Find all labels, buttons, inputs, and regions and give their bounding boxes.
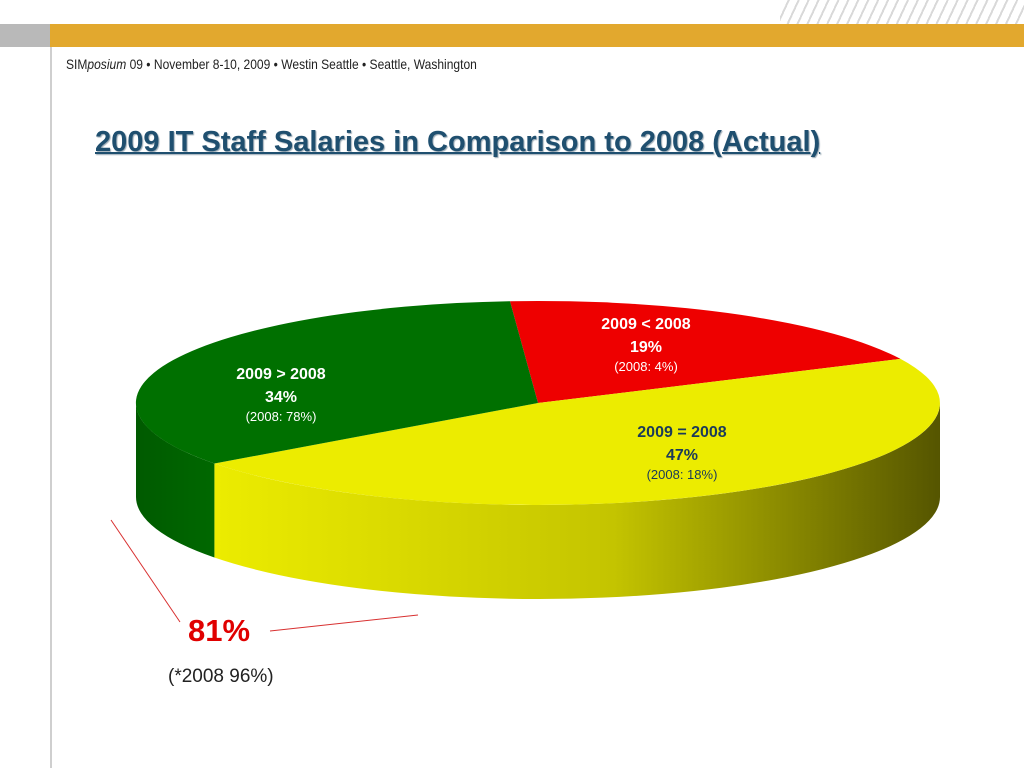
pie-slice-2009-2008 <box>135 301 538 464</box>
label-2009-2008: 2009 > 2008 34% (2008: 78%) <box>236 366 326 424</box>
pie-slice-2009-2008 <box>214 358 940 505</box>
decorative-hatch <box>780 0 1024 24</box>
slice-label: 2009 < 2008 <box>601 316 691 333</box>
callout-line-right <box>269 614 419 632</box>
slice-note: (2008: 18%) <box>647 467 718 482</box>
label-2009-2008: 2009 < 2008 19% (2008: 4%) <box>601 316 691 374</box>
pie-labels: 2009 < 2008 19% (2008: 4%) 2009 = 2008 47% (2… <box>236 316 727 482</box>
conference-italic: posium <box>87 56 127 72</box>
conference-details: 09 • November 8-10, 2009 • Westin Seattl… <box>126 56 477 72</box>
slice-value: 34% <box>265 389 297 406</box>
slice-value: 19% <box>630 339 662 356</box>
slide-title: 2009 IT Staff Salaries in Comparison to … <box>95 126 821 158</box>
label-2009-2008: 2009 = 2008 47% (2008: 18%) <box>637 424 727 482</box>
slice-value: 47% <box>666 447 698 464</box>
pie-side-2009-2008 <box>136 403 215 558</box>
slice-note: (2008: 78%) <box>246 409 317 424</box>
conference-prefix: SIM <box>66 56 88 72</box>
header-band <box>0 24 1024 47</box>
pie-slices <box>135 300 940 505</box>
left-rule <box>50 47 52 768</box>
comparison-note: (*2008 96%) <box>168 666 274 687</box>
slice-label: 2009 > 2008 <box>236 366 326 383</box>
slice-note: (2008: 4%) <box>614 359 678 374</box>
pie-side-2009-2008 <box>214 403 940 599</box>
combined-percentage: 81% <box>188 613 251 648</box>
header-band-left <box>0 24 50 47</box>
conference-header: SIMposium 09 • November 8-10, 2009 • Wes… <box>66 56 477 72</box>
pie-slice-2009-2008 <box>510 300 901 403</box>
slice-label: 2009 = 2008 <box>637 424 727 441</box>
pie-sides <box>136 403 940 599</box>
callout-line-left <box>110 519 181 623</box>
